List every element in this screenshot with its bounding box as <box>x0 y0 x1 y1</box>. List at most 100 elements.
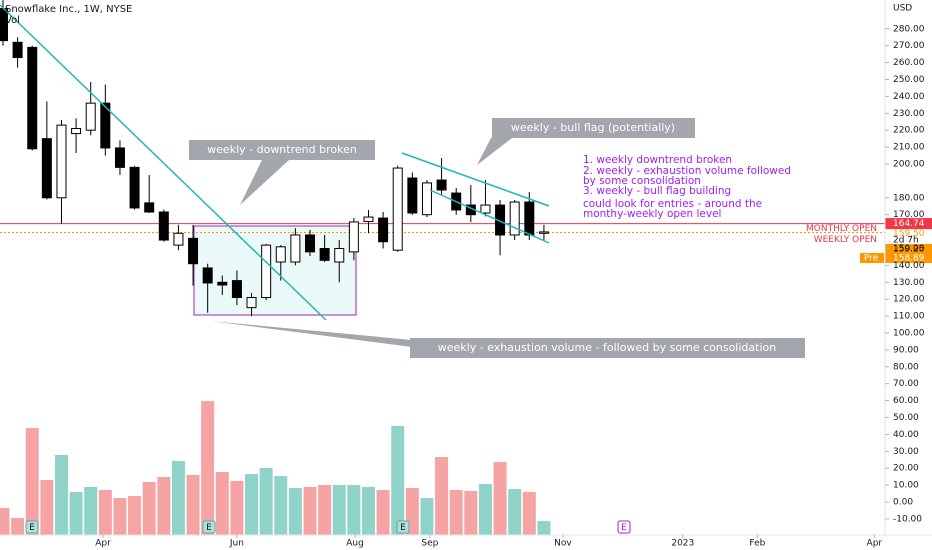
volume-bar <box>98 490 112 535</box>
x-tick-label: Apr <box>867 539 883 549</box>
y-tick-label: 130.00 <box>893 278 925 288</box>
volume-bar <box>259 468 273 535</box>
volume-bar <box>522 492 536 535</box>
volume-bar <box>201 401 215 535</box>
volume-bar <box>54 455 68 535</box>
earnings-label: E <box>29 523 35 533</box>
y-tick-label: 70.00 <box>893 379 919 389</box>
candle-body <box>129 166 140 209</box>
candle-body <box>100 102 111 149</box>
candle-body <box>348 221 359 253</box>
y-tick-label: 50.00 <box>893 413 919 423</box>
volume-bar <box>230 481 244 535</box>
volume-bar <box>245 474 259 535</box>
volume-label: Vol <box>5 15 20 26</box>
chart-title: Snowflake Inc., 1W, NYSE <box>5 4 132 15</box>
price-label: 159.25 <box>893 245 925 255</box>
price-label: 158.89 <box>893 254 925 264</box>
candle-body <box>27 46 38 150</box>
volume-bar <box>25 428 39 535</box>
x-tick-label: Apr <box>95 539 111 549</box>
y-tick-label: 270.00 <box>893 41 925 51</box>
volume-bar <box>215 472 229 535</box>
y-tick-label: 200.00 <box>893 159 925 169</box>
note: by some consolidation <box>583 175 701 187</box>
callout-bubble <box>189 140 375 205</box>
note: 1. weekly downtrend broken <box>583 154 732 166</box>
candle-body <box>231 280 242 299</box>
x-tick-label: Jun <box>229 539 244 549</box>
volume-bar <box>11 518 25 535</box>
volume-bar <box>40 480 54 535</box>
volume-bar <box>113 498 127 535</box>
candle-body <box>524 201 535 236</box>
volume-bar <box>435 457 449 535</box>
level-name: MONTHLY OPEN <box>806 224 877 234</box>
y-tick-label: 250.00 <box>893 75 925 85</box>
volume-bar <box>347 485 361 535</box>
candle-body <box>378 217 389 243</box>
volume-bar <box>142 482 156 535</box>
y-tick-label: 40.00 <box>893 430 919 440</box>
candle-body <box>509 201 520 236</box>
earnings-label: E <box>400 523 406 533</box>
volume-bar <box>332 485 346 535</box>
annotation: weekly - bull flag (potentially) <box>511 121 675 134</box>
volume-bar <box>493 462 507 535</box>
candle-body <box>421 182 432 216</box>
price-label: 164.74 <box>893 219 925 229</box>
x-tick-label: Aug <box>346 539 364 549</box>
downtrend-line <box>0 4 327 321</box>
countdown: 2d 7h <box>893 236 919 246</box>
volume-bar <box>391 426 405 535</box>
volume-bar <box>303 487 317 535</box>
candle-body <box>363 216 374 222</box>
y-tick-label: 20.00 <box>893 464 919 474</box>
drawings <box>0 4 550 321</box>
y-tick-label: 90.00 <box>893 345 919 355</box>
y-tick-label: 0.00 <box>893 497 913 507</box>
y-tick-label: 170.00 <box>893 210 925 220</box>
volume-bar <box>128 496 142 535</box>
earnings-marker[interactable] <box>25 520 39 534</box>
volume-bar <box>274 476 288 535</box>
volume-bar <box>84 487 98 535</box>
y-tick-label: -10.00 <box>893 514 922 524</box>
note: 3. weekly - bull flag building <box>583 185 731 197</box>
candle-body <box>56 124 67 199</box>
y-tick-label: 230.00 <box>893 109 925 119</box>
candle-body <box>290 234 301 263</box>
y-tick-label: 180.00 <box>893 193 925 203</box>
level-name: WEEKLY OPEN <box>814 235 877 245</box>
volume-bar <box>69 492 83 535</box>
y-tick-label: 240.00 <box>893 92 925 102</box>
x-tick-label: Feb <box>749 539 765 549</box>
earnings-marker[interactable] <box>202 520 216 534</box>
pre-tag <box>860 253 884 263</box>
earnings-label: E <box>621 523 627 533</box>
currency: USD <box>893 4 912 14</box>
candle-body <box>158 211 169 241</box>
callouts <box>189 118 805 358</box>
y-tick-label: 210.00 <box>893 143 925 153</box>
volume-bar <box>361 487 375 535</box>
volume-bar <box>157 477 171 535</box>
y-tick-label: 260.00 <box>893 58 925 68</box>
earnings-marker[interactable] <box>617 520 631 534</box>
y-tick-label: 100.00 <box>893 328 925 338</box>
note: could look for entries - around the <box>583 198 762 210</box>
candle-body <box>188 237 199 265</box>
pre-label: Pre <box>864 254 879 264</box>
candle-body <box>480 204 491 214</box>
candle-body <box>538 231 549 234</box>
candle-body <box>71 128 82 135</box>
earnings-marker[interactable] <box>396 520 410 534</box>
volume-bar <box>376 490 390 535</box>
note: monthy-weekly open level <box>583 208 721 220</box>
note: 2. weekly - exhaustion volume followed <box>583 165 791 177</box>
candle-body <box>407 177 418 214</box>
volume-bar <box>464 491 478 535</box>
volume-bar <box>186 475 200 535</box>
